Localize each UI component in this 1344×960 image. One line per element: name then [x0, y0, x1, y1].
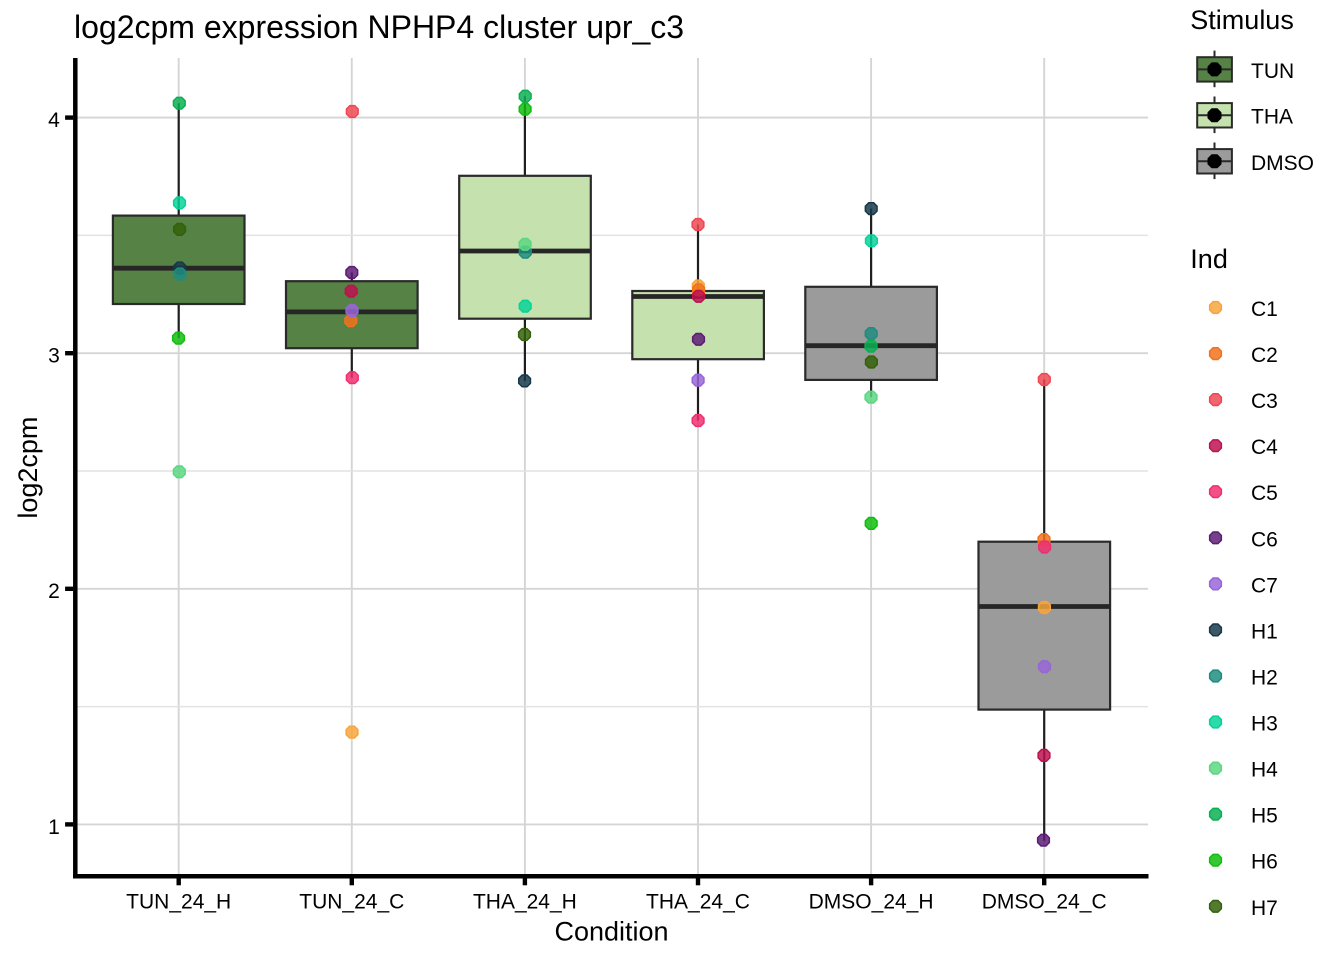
svg-text:2: 2 — [48, 580, 60, 603]
svg-text:DMSO: DMSO — [1251, 152, 1314, 175]
svg-text:TUN_24_C: TUN_24_C — [299, 891, 404, 914]
svg-text:DMSO_24_C: DMSO_24_C — [982, 891, 1107, 914]
svg-text:H5: H5 — [1251, 805, 1278, 828]
svg-text:4: 4 — [48, 109, 60, 132]
svg-text:log2cpm: log2cpm — [13, 417, 43, 519]
svg-text:log2cpm expression NPHP4 clust: log2cpm expression NPHP4 cluster upr_c3 — [74, 9, 684, 45]
svg-text:3: 3 — [48, 345, 60, 368]
svg-text:C6: C6 — [1251, 528, 1278, 551]
svg-text:C5: C5 — [1251, 482, 1278, 505]
svg-text:C2: C2 — [1251, 344, 1278, 367]
svg-text:Condition: Condition — [554, 916, 668, 946]
svg-text:TUN: TUN — [1251, 60, 1294, 83]
svg-text:THA_24_H: THA_24_H — [473, 891, 577, 914]
svg-text:Stimulus: Stimulus — [1190, 5, 1294, 35]
svg-text:H1: H1 — [1251, 620, 1278, 643]
svg-text:H6: H6 — [1251, 851, 1278, 874]
svg-text:C3: C3 — [1251, 390, 1278, 413]
svg-text:H2: H2 — [1251, 667, 1278, 690]
svg-text:TUN_24_H: TUN_24_H — [126, 890, 231, 913]
svg-text:H3: H3 — [1251, 713, 1278, 736]
svg-text:C7: C7 — [1251, 574, 1278, 597]
svg-text:1: 1 — [48, 816, 60, 839]
svg-text:THA_24_C: THA_24_C — [646, 891, 750, 914]
svg-text:C4: C4 — [1251, 436, 1278, 459]
svg-text:H4: H4 — [1251, 759, 1278, 782]
svg-text:H7: H7 — [1251, 897, 1278, 920]
svg-text:Ind: Ind — [1190, 244, 1228, 274]
svg-text:C1: C1 — [1251, 298, 1278, 321]
svg-text:THA: THA — [1251, 106, 1293, 129]
svg-text:DMSO_24_H: DMSO_24_H — [809, 891, 934, 914]
